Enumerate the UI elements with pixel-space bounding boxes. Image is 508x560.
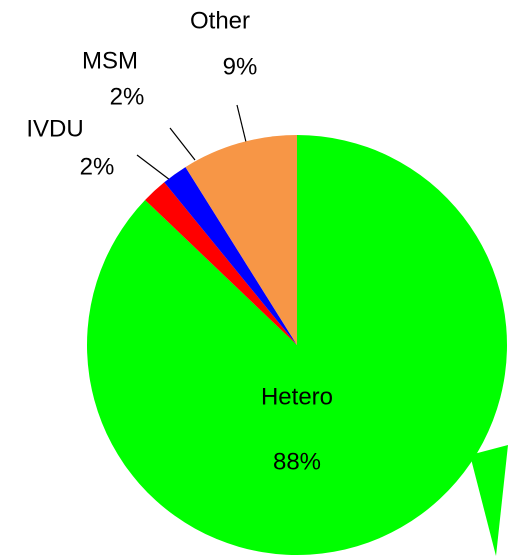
leader-line (236, 104, 247, 143)
category-label: MSM (82, 47, 138, 74)
value-label: 2% (110, 83, 145, 110)
category-label: Other (190, 7, 250, 34)
pie-slice (145, 182, 297, 345)
category-label: IVDU (26, 115, 83, 142)
pie-slice (164, 167, 297, 345)
pie-slice (185, 135, 297, 345)
category-label: Hetero (261, 383, 333, 410)
value-label: 88% (273, 448, 321, 475)
leader-line (169, 127, 196, 161)
value-label: 2% (80, 153, 115, 180)
leader-line (136, 154, 171, 181)
value-label: 9% (223, 53, 258, 80)
callout-shape (470, 445, 508, 556)
